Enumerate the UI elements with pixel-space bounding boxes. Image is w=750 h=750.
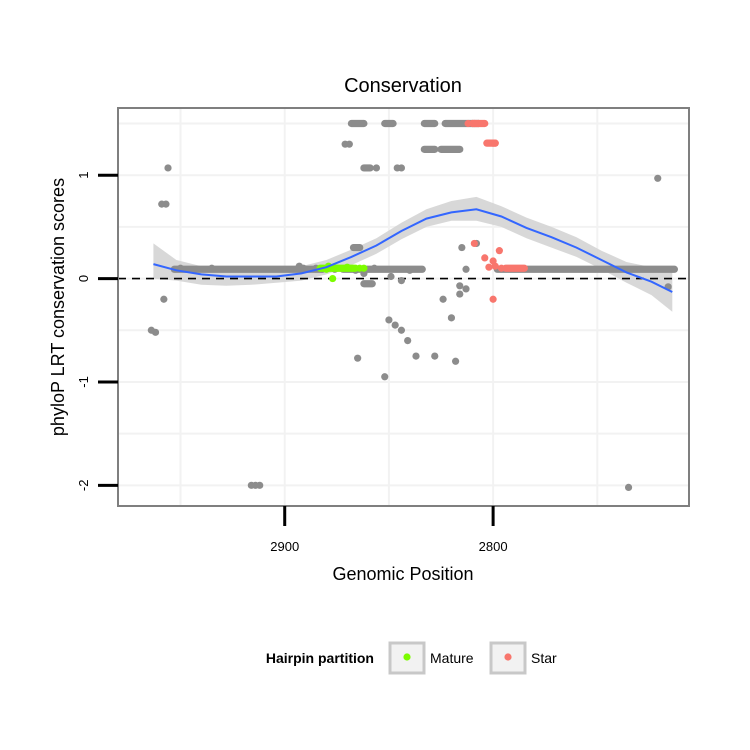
- legend-key-star: [489, 641, 527, 675]
- other-data-point: [372, 164, 381, 172]
- other-data-point: [397, 326, 406, 334]
- y-tick-label: 1: [76, 172, 91, 179]
- other-data-point: [354, 354, 362, 362]
- data-points: [147, 119, 679, 491]
- legend-label-mature: Mature: [430, 650, 474, 666]
- star-data-point: [470, 239, 478, 248]
- other-data-point: [360, 269, 368, 278]
- other-data-point: [345, 140, 353, 148]
- plot-panel: [117, 107, 690, 507]
- other-data-point: [456, 290, 464, 298]
- other-data-point: [397, 277, 406, 285]
- other-data-point: [391, 321, 399, 329]
- y-tick-label: 0: [76, 275, 91, 282]
- x-axis-label: Genomic Position: [332, 564, 473, 584]
- other-data-point: [654, 174, 662, 182]
- other-data-point: [387, 272, 395, 281]
- other-data-point: [624, 483, 633, 491]
- x-tick-label: 2800: [479, 539, 508, 554]
- legend-item-mature: Mature: [388, 641, 474, 675]
- other-data-point: [299, 264, 308, 272]
- legend-label-star: Star: [531, 650, 557, 666]
- other-data-point: [447, 314, 456, 322]
- other-data-point: [462, 285, 470, 293]
- mature-data-point: [356, 264, 364, 272]
- other-data-point: [431, 352, 439, 360]
- mature-data-point: [329, 274, 337, 283]
- other-data-point: [404, 336, 412, 345]
- panel-border: [117, 107, 690, 507]
- other-data-point: [162, 200, 170, 208]
- other-data-point: [393, 164, 401, 172]
- other-data-point: [462, 265, 470, 273]
- star-data-point: [470, 119, 478, 128]
- star-data-point: [491, 262, 499, 270]
- other-data-point: [406, 266, 414, 274]
- axes: -2 -1 0 1 2900 2800: [76, 172, 508, 554]
- other-data-point: [370, 264, 378, 272]
- other-data-point: [381, 373, 389, 381]
- y-axis-label: phyloP LRT conservation scores: [48, 178, 68, 436]
- star-data-point: [485, 263, 493, 271]
- other-data-point: [456, 282, 464, 290]
- legend: Hairpin partition Mature Star: [266, 641, 557, 675]
- chart-title: Conservation: [344, 75, 462, 97]
- other-data-point: [151, 328, 160, 336]
- other-data-point: [439, 295, 447, 303]
- other-data-point: [412, 352, 420, 360]
- x-tick-label: 2900: [270, 539, 299, 554]
- y-tick-label: -2: [76, 480, 91, 492]
- other-data-point: [451, 357, 460, 365]
- legend-item-star: Star: [489, 641, 557, 675]
- other-data-point: [458, 243, 466, 252]
- mature-data-point: [343, 263, 351, 271]
- other-data-point: [385, 316, 393, 324]
- other-data-point: [208, 264, 216, 272]
- star-data-point: [497, 264, 506, 272]
- star-data-point: [489, 295, 497, 303]
- star-data-point: [495, 247, 503, 255]
- other-data-point: [164, 164, 172, 172]
- y-tick-label: -1: [76, 376, 91, 388]
- other-data-point: [251, 481, 260, 489]
- smooth-confidence-band: [153, 196, 673, 312]
- other-data-point: [160, 295, 168, 303]
- star-data-point: [491, 139, 499, 147]
- smooth-trend-line: [153, 208, 673, 293]
- star-data-point: [481, 254, 489, 262]
- legend-swatch-mature: [403, 653, 411, 661]
- legend-title: Hairpin partition: [266, 650, 374, 666]
- star-data-point: [464, 119, 472, 128]
- legend-swatch-star: [504, 653, 512, 661]
